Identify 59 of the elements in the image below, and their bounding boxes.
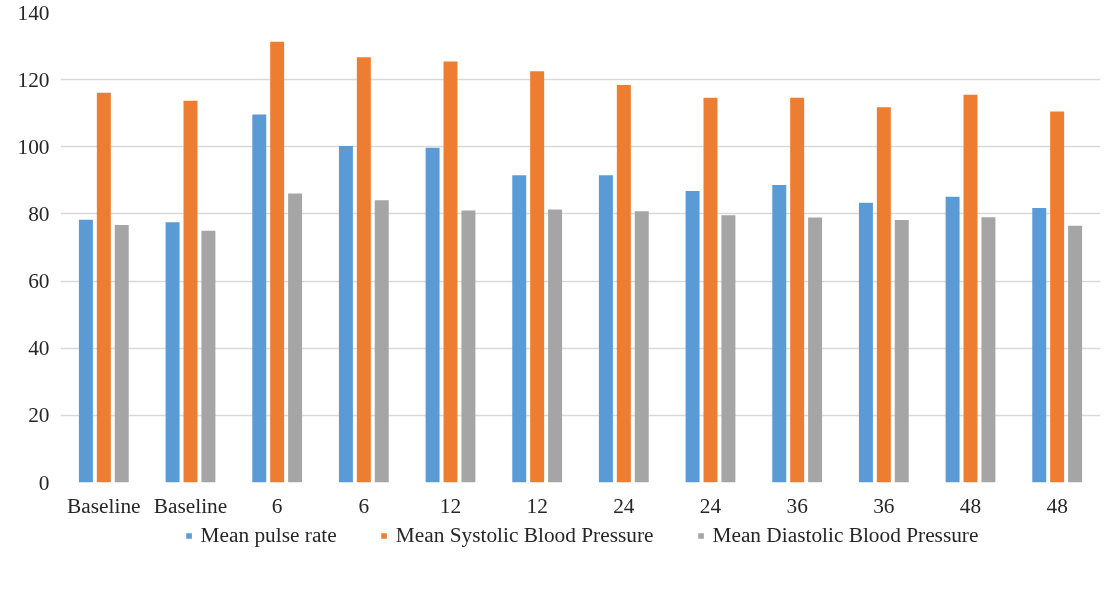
bar [183,100,198,483]
x-tick-label: 36 [786,493,809,518]
bar [374,200,389,483]
bar [530,71,545,483]
x-tick-label: 48 [959,493,982,518]
bar [288,193,303,483]
bar [461,210,476,483]
bar [876,107,891,483]
bar [703,97,718,483]
y-tick-label: 100 [17,134,50,159]
bar [634,211,649,483]
bar [443,61,458,483]
x-tick-label: 36 [873,493,895,518]
bar [1032,207,1047,483]
x-tick-label: 6 [358,493,370,518]
bar [165,222,180,483]
x-tick-label: 24 [699,493,722,518]
x-tick-label: Baseline [67,493,141,518]
legend-label: Mean Diastolic Blood Pressure [712,522,979,548]
y-tick-label: 20 [28,403,50,428]
bar [790,97,805,483]
x-tick-label: 24 [613,493,635,518]
bar [252,114,267,483]
bar [963,94,978,483]
x-tick-label: 6 [271,493,283,518]
bar [685,191,700,483]
bar [772,185,787,483]
bar [894,219,909,483]
bar [78,219,93,483]
bar [1050,111,1065,483]
legend-label: Mean pulse rate [200,522,337,548]
bar [425,147,440,483]
bar [981,217,996,483]
bar [598,175,613,483]
y-tick-label: 0 [38,470,50,495]
bar [945,196,960,483]
bar [721,215,736,483]
x-tick-label: 12 [526,493,548,518]
bar [858,202,873,483]
y-tick-label: 80 [28,201,50,226]
bar [1068,225,1083,483]
bar [114,225,129,483]
legend-label: Mean Systolic Blood Pressure [395,522,654,548]
bar [356,57,371,483]
y-tick-label: 140 [17,0,50,25]
y-tick-label: 120 [17,67,50,92]
bar [512,175,527,483]
bar [808,217,823,483]
x-tick-label: 48 [1046,493,1068,518]
bar [96,92,111,483]
y-tick-label: 60 [28,269,50,294]
x-tick-label: 12 [439,493,462,518]
bar [548,209,563,483]
bar [201,230,216,483]
bar [270,41,285,483]
bar [338,146,353,483]
x-tick-label: Baseline [153,493,228,518]
y-tick-label: 40 [28,336,50,361]
bar [616,85,631,483]
